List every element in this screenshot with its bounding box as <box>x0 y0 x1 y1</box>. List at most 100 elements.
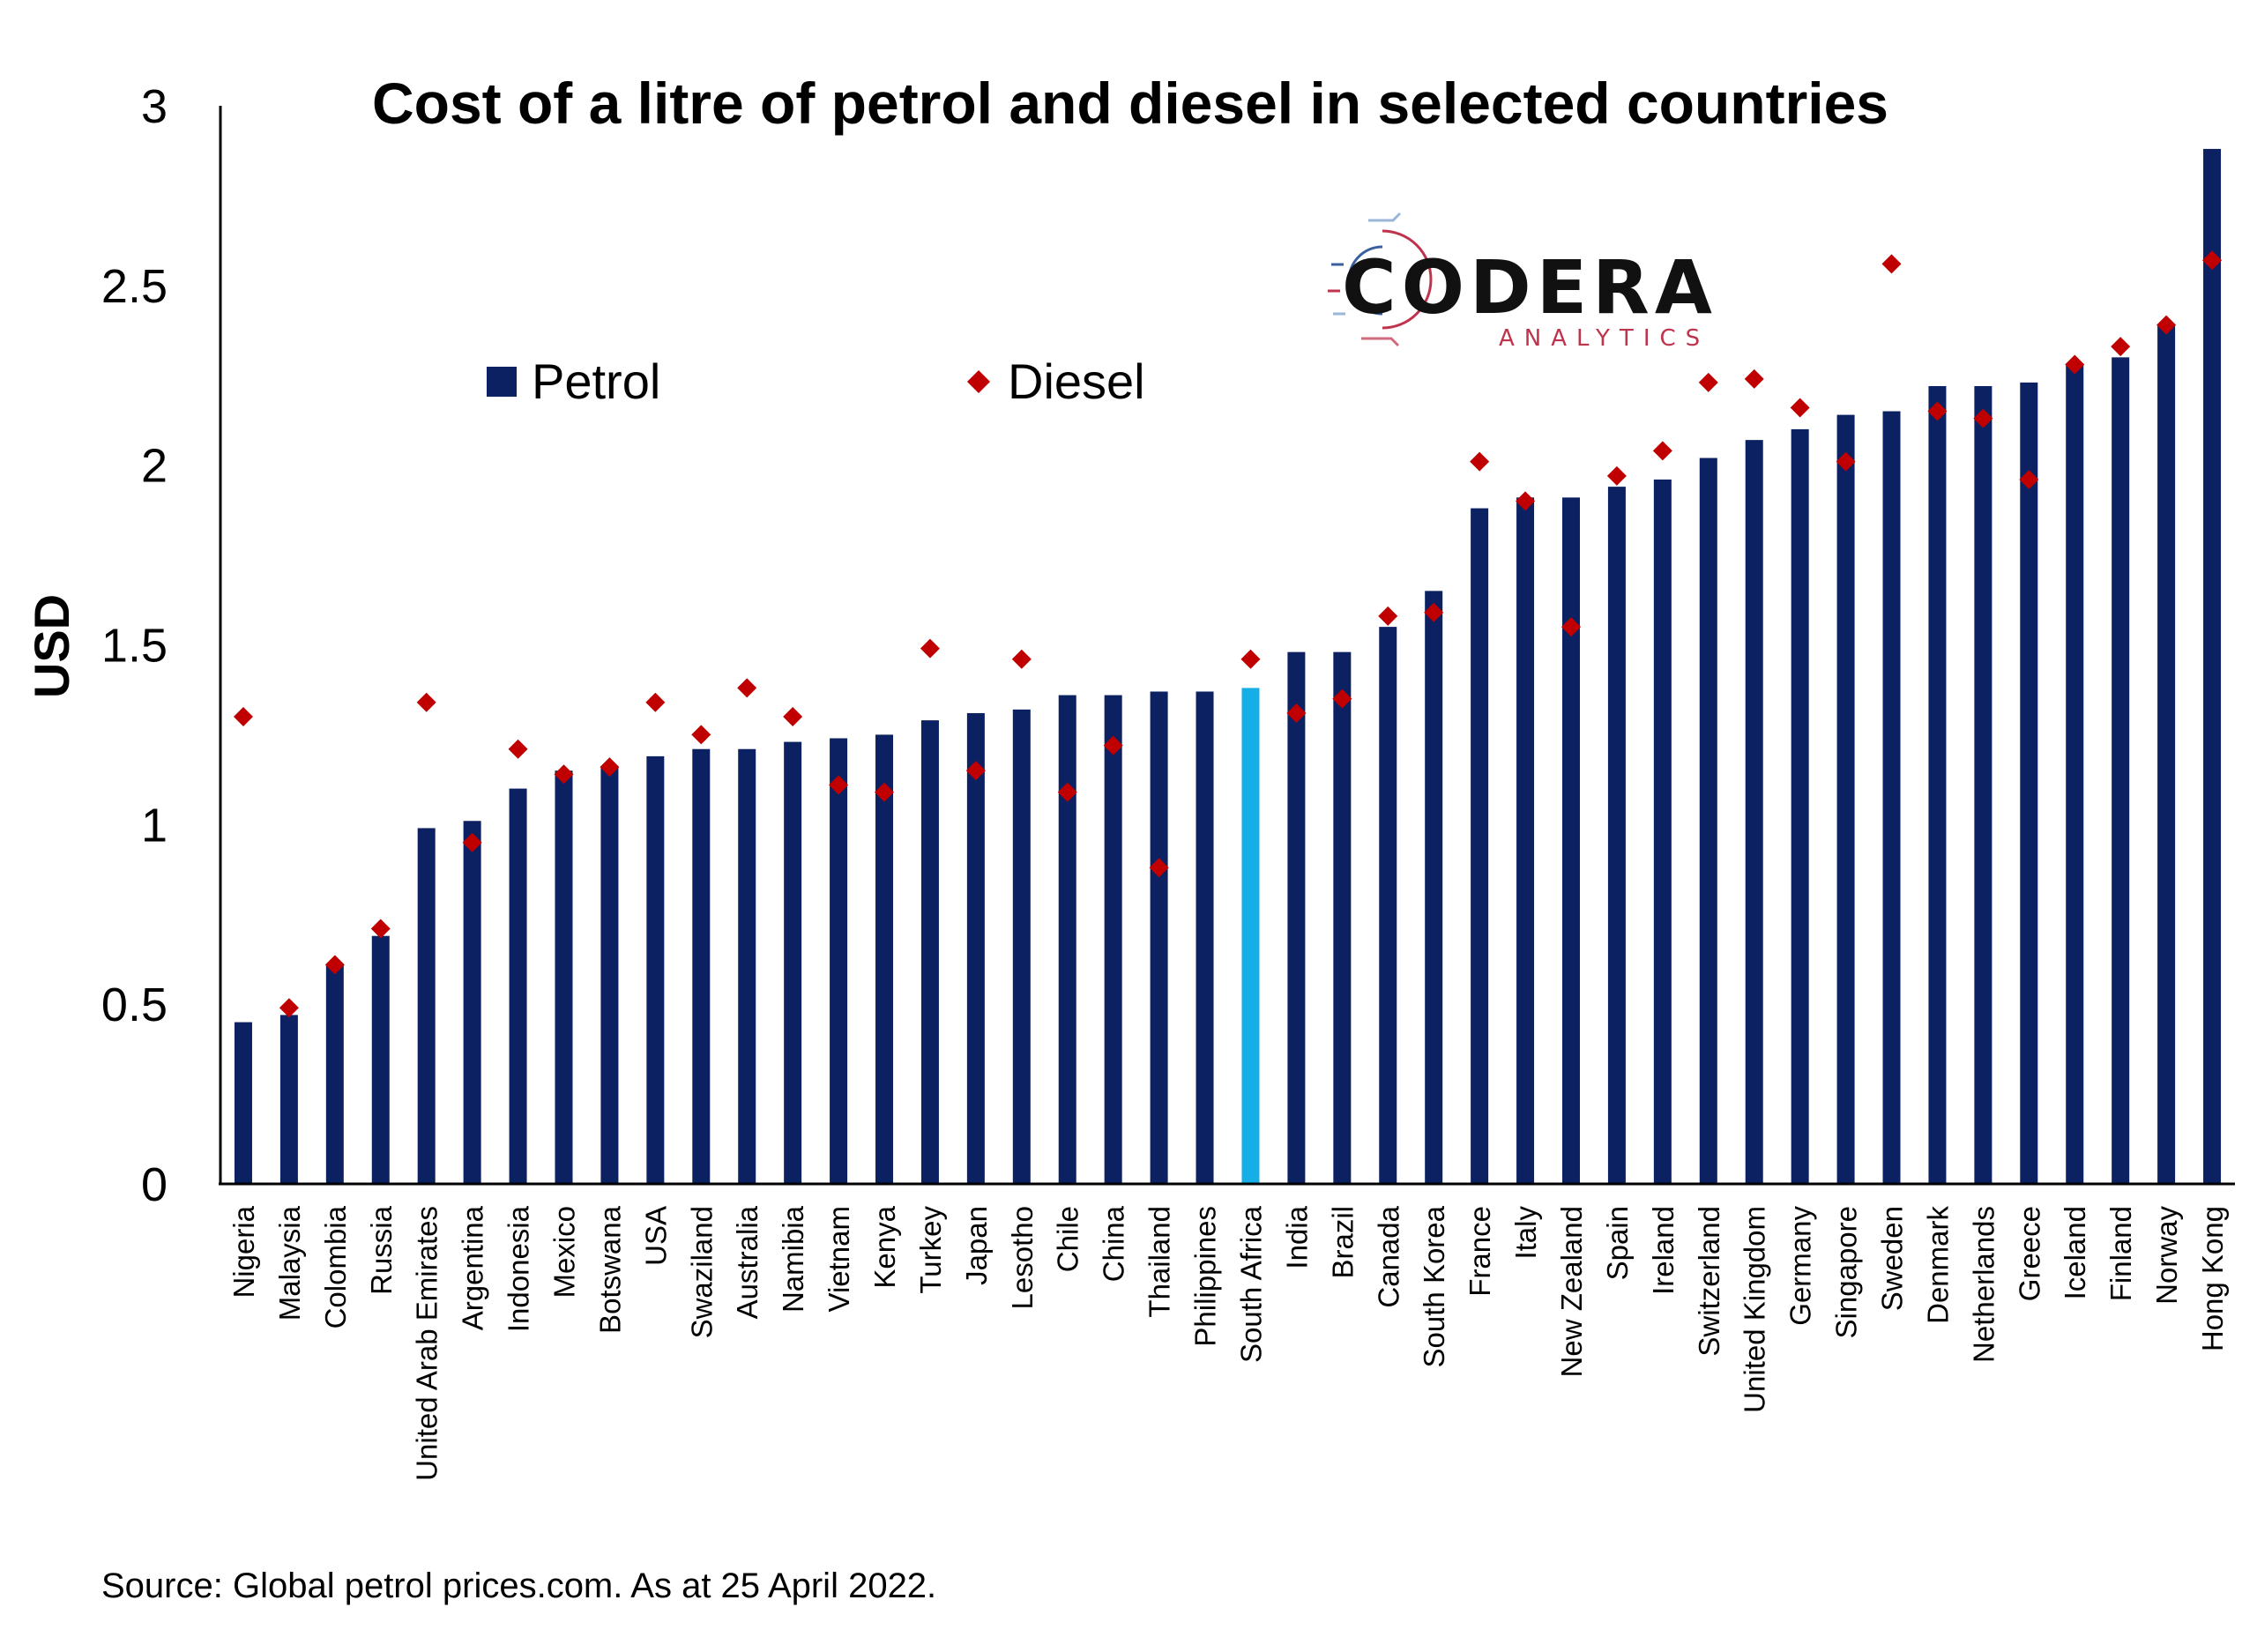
x-tick-label: Vietnam <box>823 1206 855 1312</box>
petrol-bar <box>738 748 756 1184</box>
petrol-bar <box>1607 487 1626 1184</box>
diesel-marker <box>279 998 299 1018</box>
x-tick-label: Malaysia <box>273 1205 306 1321</box>
petrol-bar <box>1471 508 1489 1184</box>
petrol-bar <box>875 734 894 1184</box>
petrol-bar <box>830 738 848 1184</box>
petrol-bar <box>1196 691 1214 1184</box>
diesel-marker <box>1836 451 1856 472</box>
diesel-marker <box>370 919 391 939</box>
x-tick-label: United Arab Emirates <box>411 1206 443 1481</box>
x-tick-label: United Kingdom <box>1739 1206 1771 1413</box>
diesel-marker <box>1286 703 1307 723</box>
diesel-marker <box>920 638 940 659</box>
source-note: Source: Global petrol prices.com. As at … <box>101 1566 936 1605</box>
petrol-bar <box>1699 458 1717 1184</box>
x-tick-label: Philippines <box>1189 1206 1222 1347</box>
x-tick-label: New Zealand <box>1555 1206 1588 1377</box>
petrol-bar <box>692 748 711 1184</box>
diesel-marker <box>1103 735 1123 755</box>
diesel-marker <box>783 707 803 727</box>
diesel-marker <box>233 707 253 727</box>
petrol-bar <box>1379 627 1397 1184</box>
petrol-bar <box>325 964 344 1184</box>
diesel-marker <box>508 739 528 759</box>
diesel-marker <box>1011 649 1032 669</box>
x-tick-label: Singapore <box>1830 1206 1863 1338</box>
petrol-bar <box>2203 148 2222 1184</box>
diesel-marker <box>462 832 482 852</box>
petrol-bar <box>1882 411 1901 1184</box>
x-tick-label: Brazil <box>1326 1206 1359 1279</box>
diesel-marker <box>1378 606 1398 626</box>
petrol-bar <box>371 935 390 1184</box>
diesel-marker <box>2065 354 2085 375</box>
y-tick-label: 1 <box>141 799 168 852</box>
petrol-bar <box>966 712 985 1184</box>
petrol-bar <box>1745 440 1763 1184</box>
petrol-bar <box>1425 591 1443 1184</box>
petrol-bar <box>1058 695 1076 1184</box>
x-tick-label: Ireland <box>1647 1206 1680 1295</box>
y-tick-label: 3 <box>141 80 168 133</box>
petrol-bar <box>1241 688 1260 1184</box>
diesel-marker <box>645 692 666 712</box>
diesel-marker <box>324 955 345 975</box>
diesel-marker <box>737 678 757 698</box>
petrol-bar <box>1791 428 1809 1184</box>
x-tick-label: Hong Kong <box>2196 1206 2229 1351</box>
legend-petrol-label: Petrol <box>532 353 660 409</box>
diesel-marker <box>2019 469 2039 489</box>
petrol-bar <box>279 1015 298 1184</box>
petrol-bar <box>1150 691 1168 1184</box>
x-tick-label: Denmark <box>1921 1206 1954 1324</box>
y-tick-label: 0 <box>141 1158 168 1211</box>
x-tick-label: Swaziland <box>685 1206 718 1338</box>
x-tick-label: Argentina <box>457 1205 489 1330</box>
x-tick-label: Indonesia <box>503 1205 535 1332</box>
petrol-bar <box>920 720 939 1184</box>
diesel-marker <box>2156 315 2177 335</box>
y-tick-label: 2 <box>141 440 168 493</box>
diesel-marker <box>600 757 620 778</box>
petrol-bar <box>600 767 619 1184</box>
x-tick-label: Kenya <box>868 1205 901 1288</box>
chart-title: Cost of a litre of petrol and diesel in … <box>372 71 1888 136</box>
x-tick-label: Russia <box>365 1205 398 1295</box>
diesel-marker <box>1881 254 1902 274</box>
petrol-bar <box>1974 385 1993 1185</box>
x-tick-label: Canada <box>1372 1205 1404 1307</box>
diesel-marker <box>1973 408 1993 428</box>
x-tick-label: Colombia <box>319 1205 352 1328</box>
x-tick-label: Iceland <box>2059 1206 2091 1299</box>
diesel-marker <box>1470 451 1490 472</box>
petrol-bar <box>2157 324 2176 1185</box>
x-tick-label: India <box>1280 1205 1313 1269</box>
diesel-marker <box>2202 250 2223 271</box>
x-tick-label: USA <box>639 1206 672 1266</box>
x-tick-label: Lesotho <box>1006 1206 1039 1309</box>
codera-logo: CODERA ANALYTICS <box>1328 212 1712 352</box>
x-tick-label: South Africa <box>1234 1205 1267 1363</box>
petrol-bars <box>234 148 2222 1185</box>
x-tick-label: Switzerland <box>1693 1206 1725 1357</box>
diesel-marker <box>554 764 574 785</box>
x-tick-label: Turkey <box>914 1206 947 1294</box>
petrol-bar <box>1561 497 1580 1184</box>
x-tick-label: Australia <box>731 1205 764 1319</box>
diesel-marker <box>1927 401 1948 421</box>
legend-diesel-label: Diesel <box>1008 353 1145 409</box>
petrol-bar <box>2020 382 2038 1184</box>
x-tick-label: Namibia <box>777 1205 809 1313</box>
x-tick-label: Greece <box>2013 1206 2045 1301</box>
petrol-bar <box>555 770 573 1184</box>
x-tick-label: Netherlands <box>1967 1206 2000 1363</box>
petrol-bar <box>1516 497 1535 1184</box>
diesel-marker <box>1424 602 1444 622</box>
x-tick-label: Finland <box>2104 1206 2137 1301</box>
x-tick-label: Spain <box>1601 1206 1634 1280</box>
x-tick-label: Nigeria <box>227 1205 260 1298</box>
legend-petrol-swatch <box>487 367 517 397</box>
petrol-bar <box>1104 695 1122 1184</box>
